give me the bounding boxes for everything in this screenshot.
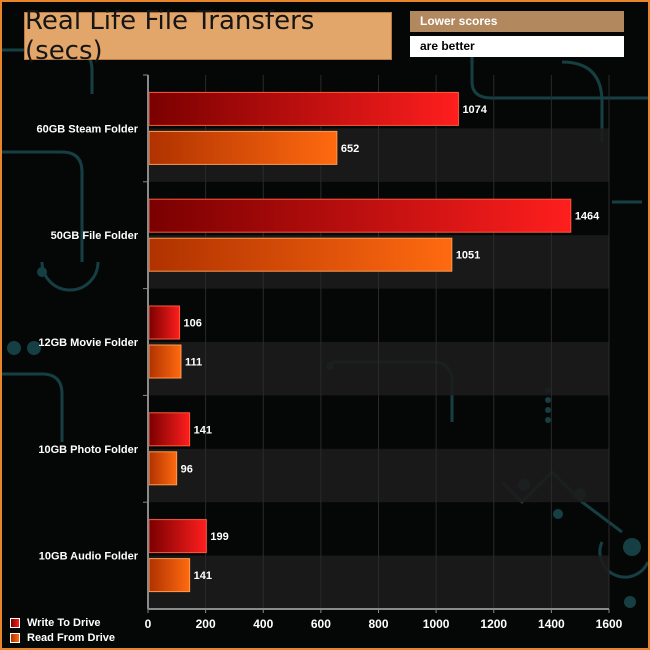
value-label-write-1: 1464 <box>575 211 600 223</box>
x-tick-label: 800 <box>368 617 388 631</box>
circuit-trace <box>598 541 648 579</box>
x-tick-label: 200 <box>196 617 216 631</box>
bar-read-3 <box>148 451 178 486</box>
bar-write-2 <box>148 305 181 340</box>
note-lower-scores: Lower scores <box>410 11 624 32</box>
bars-group <box>148 91 572 593</box>
value-label-write-0: 1074 <box>462 104 487 116</box>
x-tick-label: 1200 <box>480 617 507 631</box>
category-label-2: 12GB Movie Folder <box>38 337 138 349</box>
bar-read-2 <box>148 344 182 379</box>
bar-write-3 <box>148 412 191 447</box>
value-label-read-4: 141 <box>194 570 212 582</box>
bar-read-1 <box>148 237 453 272</box>
category-label-3: 10GB Photo Folder <box>38 444 138 456</box>
circuit-pad <box>545 407 551 413</box>
circuit-pad <box>623 538 641 556</box>
category-label-1: 50GB File Folder <box>51 230 139 242</box>
labels-group: 1074 652 60GB Steam Folder 1464 1051 50GB Fil… <box>37 104 623 631</box>
x-tick-label: 400 <box>253 617 273 631</box>
note-are-better: are better <box>410 36 624 57</box>
x-tick-label: 1400 <box>538 617 565 631</box>
circuit-trace <box>2 150 84 262</box>
circuit-pad <box>624 596 636 608</box>
x-tick-label: 0 <box>145 617 152 631</box>
value-label-read-1: 1051 <box>456 250 480 262</box>
legend-swatch-write <box>10 617 20 628</box>
legend-label-read: Read From Drive <box>27 631 116 644</box>
axes <box>143 74 610 613</box>
value-label-read-2: 111 <box>185 357 202 369</box>
category-label-0: 60GB Steam Folder <box>37 123 139 135</box>
chart-title: Real Life File Transfers (secs) <box>24 6 392 66</box>
bar-write-1 <box>148 198 572 233</box>
x-tick-label: 1600 <box>596 617 623 631</box>
x-tick-label: 1000 <box>423 617 450 631</box>
circuit-pad <box>27 341 41 355</box>
value-label-write-4: 199 <box>210 531 228 543</box>
circuit-pad <box>545 397 551 403</box>
value-label-read-0: 652 <box>341 143 359 155</box>
legend-swatch-read <box>10 632 20 643</box>
legend-label-write: Write To Drive <box>27 616 101 629</box>
circuit-pad <box>553 509 563 519</box>
bar-read-0 <box>148 130 338 165</box>
x-tick-label: 600 <box>311 617 331 631</box>
value-label-write-2: 106 <box>184 318 202 330</box>
bar-read-4 <box>148 558 191 593</box>
circuit-trace <box>470 57 648 100</box>
circuit-pad <box>7 341 21 355</box>
circuit-pad <box>37 267 47 277</box>
value-label-write-3: 141 <box>194 424 212 436</box>
legend-item-read: Read From Drive <box>10 630 115 645</box>
value-label-read-3: 96 <box>181 463 193 475</box>
circuit-trace <box>561 60 604 142</box>
legend: Write To Drive Read From Drive <box>10 615 115 645</box>
category-label-4: 10GB Audio Folder <box>39 551 139 563</box>
bar-write-0 <box>148 91 459 126</box>
circuit-pad <box>545 417 551 423</box>
circuit-trace <box>2 372 64 442</box>
bar-write-4 <box>148 519 207 554</box>
legend-item-write: Write To Drive <box>10 615 115 630</box>
